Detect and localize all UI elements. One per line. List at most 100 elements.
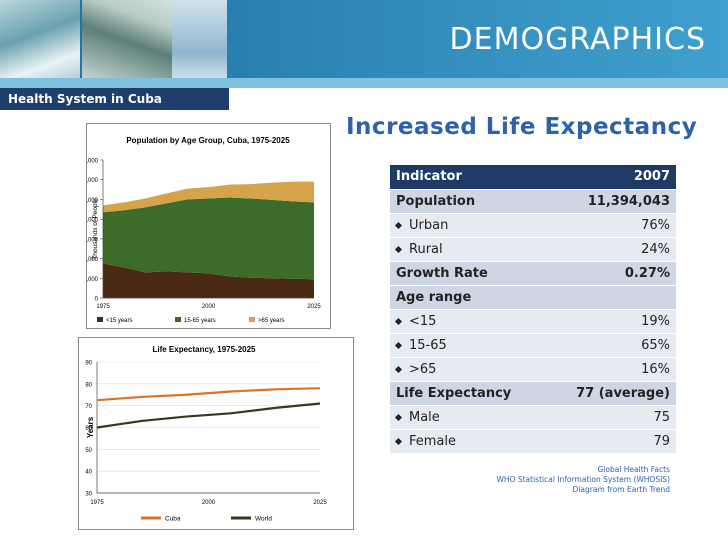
row-label: Female — [409, 433, 457, 449]
legend-label: <15 years — [106, 318, 133, 324]
legend-swatch — [175, 317, 181, 322]
x-tick-label: 1975 — [90, 500, 104, 506]
header-band — [0, 78, 728, 88]
x-tick-label: 2000 — [202, 304, 216, 310]
table-cell-value: 79 — [546, 429, 676, 454]
area-series-15-65-years — [103, 197, 314, 280]
y-tick-label: 2,000 — [87, 277, 99, 283]
y-tick-label: 90 — [85, 361, 92, 367]
table-cell-label: >65 — [390, 357, 547, 382]
area-series--15-years — [103, 263, 314, 298]
row-label: Life Expectancy — [396, 385, 512, 401]
life-expectancy-chart: Life Expectancy, 1975-2025 30 40 50 60 70 80 90… — [85, 345, 327, 523]
table-header-value: 2007 — [546, 165, 676, 190]
legend-label: World — [255, 516, 272, 523]
y-axis-label: Years — [86, 416, 95, 438]
row-label: 15-65 — [409, 337, 447, 353]
table-row: Female 79 — [390, 429, 676, 454]
table-cell-label: Age range — [390, 285, 547, 310]
life-expectancy-chart-frame: Life Expectancy, 1975-2025 30 40 50 60 70 80 90… — [78, 337, 354, 530]
table-cell-value: 11,394,043 — [546, 189, 676, 214]
table-cell-value: 65% — [546, 333, 676, 358]
bullet-icon — [394, 365, 403, 373]
header-photo-syringe — [172, 0, 227, 88]
y-tick-label: 0 — [95, 297, 99, 303]
chart-title: Life Expectancy, 1975-2025 — [152, 345, 256, 354]
y-tick-label: 6,000 — [87, 237, 99, 243]
y-tick-label: 40 — [85, 470, 92, 476]
table-cell-value: 24% — [546, 237, 676, 262]
line-series-cuba — [96, 387, 321, 402]
y-tick-label: 80 — [85, 382, 92, 388]
table-cell-label: Urban — [390, 213, 547, 238]
table-cell-value: 76% — [546, 213, 676, 238]
table-cell-label: Life Expectancy — [390, 381, 547, 406]
x-tick-label: 2025 — [307, 304, 321, 310]
table-cell-label: Population — [390, 189, 547, 214]
table-cell-label: Growth Rate — [390, 261, 547, 286]
table-cell-label: Rural — [390, 237, 547, 262]
row-label: Urban — [409, 217, 449, 233]
table-cell-value: 77 (average) — [546, 381, 676, 406]
x-tick-label: 2025 — [313, 500, 327, 506]
chart-title: Population by Age Group, Cuba, 1975-2025 — [126, 136, 290, 145]
source-line-2: WHO Statistical Information System (WHOS… — [496, 475, 670, 484]
population-chart: Population by Age Group, Cuba, 1975-2025… — [87, 136, 321, 324]
legend-label: >65 years — [258, 318, 285, 324]
header-photo-cable — [0, 0, 80, 88]
x-tick-label: 1975 — [96, 304, 110, 310]
table-header-row: Indicator 2007 — [390, 165, 676, 190]
y-tick-label: 8,000 — [87, 218, 99, 224]
y-tick-label: 4,000 — [87, 257, 99, 263]
source-line-3: Diagram from Earth Trend — [572, 485, 670, 494]
table-cell-label: Male — [390, 405, 547, 430]
table-header-label: Indicator — [390, 165, 547, 190]
table-row: Urban 76% — [390, 213, 676, 238]
page-title: DEMOGRAPHICS — [449, 22, 706, 57]
table-cell-label: 15-65 — [390, 333, 547, 358]
bullet-icon — [394, 221, 403, 229]
table-row: Life Expectancy 77 (average) — [390, 381, 676, 406]
source-note: Global Health Facts WHO Statistical Info… — [410, 465, 670, 495]
bullet-icon — [394, 413, 403, 421]
line-series-world — [96, 402, 321, 429]
legend-swatch — [249, 317, 255, 322]
population-chart-frame: Population by Age Group, Cuba, 1975-2025… — [86, 123, 331, 329]
bullet-icon — [394, 317, 403, 325]
table-cell-value: 16% — [546, 357, 676, 382]
table-row: Age range — [390, 285, 676, 310]
y-tick-label: 30 — [85, 492, 92, 498]
row-label: <15 — [409, 313, 437, 329]
bullet-icon — [394, 245, 403, 253]
row-label: Male — [409, 409, 440, 425]
bullet-icon — [394, 341, 403, 349]
y-tick-label: 14,000 — [87, 159, 99, 165]
table-row: Male 75 — [390, 405, 676, 430]
row-label: Age range — [396, 289, 472, 305]
table-row: >65 16% — [390, 357, 676, 382]
table-cell-value: 75 — [546, 405, 676, 430]
table-row: <15 19% — [390, 309, 676, 334]
table-row: Population 11,394,043 — [390, 189, 676, 214]
table-cell-value: 19% — [546, 309, 676, 334]
source-line-1: Global Health Facts — [597, 465, 670, 474]
row-label: Population — [396, 193, 476, 209]
legend-label: Cuba — [165, 516, 181, 523]
table-cell-value: 0.27% — [546, 261, 676, 286]
y-tick-label: 12,000 — [87, 178, 99, 184]
section-tag: Health System in Cuba — [0, 88, 229, 110]
table-cell-label: Female — [390, 429, 547, 454]
y-axis-label: Thousands of People — [92, 198, 99, 260]
y-tick-label: 10,000 — [87, 198, 99, 204]
bullet-icon — [394, 437, 403, 445]
area-series--65-years — [103, 181, 314, 213]
indicator-table: Indicator 2007 Population 11,394,043 Urban… — [390, 165, 676, 454]
legend-swatch — [97, 317, 103, 322]
headline: Increased Life Expectancy — [346, 114, 698, 140]
table-row: 15-65 65% — [390, 333, 676, 358]
table-cell-value — [546, 285, 676, 310]
table-row: Growth Rate 0.27% — [390, 261, 676, 286]
table-row: Rural 24% — [390, 237, 676, 262]
x-tick-label: 2000 — [202, 500, 216, 506]
row-label: Growth Rate — [396, 265, 488, 281]
